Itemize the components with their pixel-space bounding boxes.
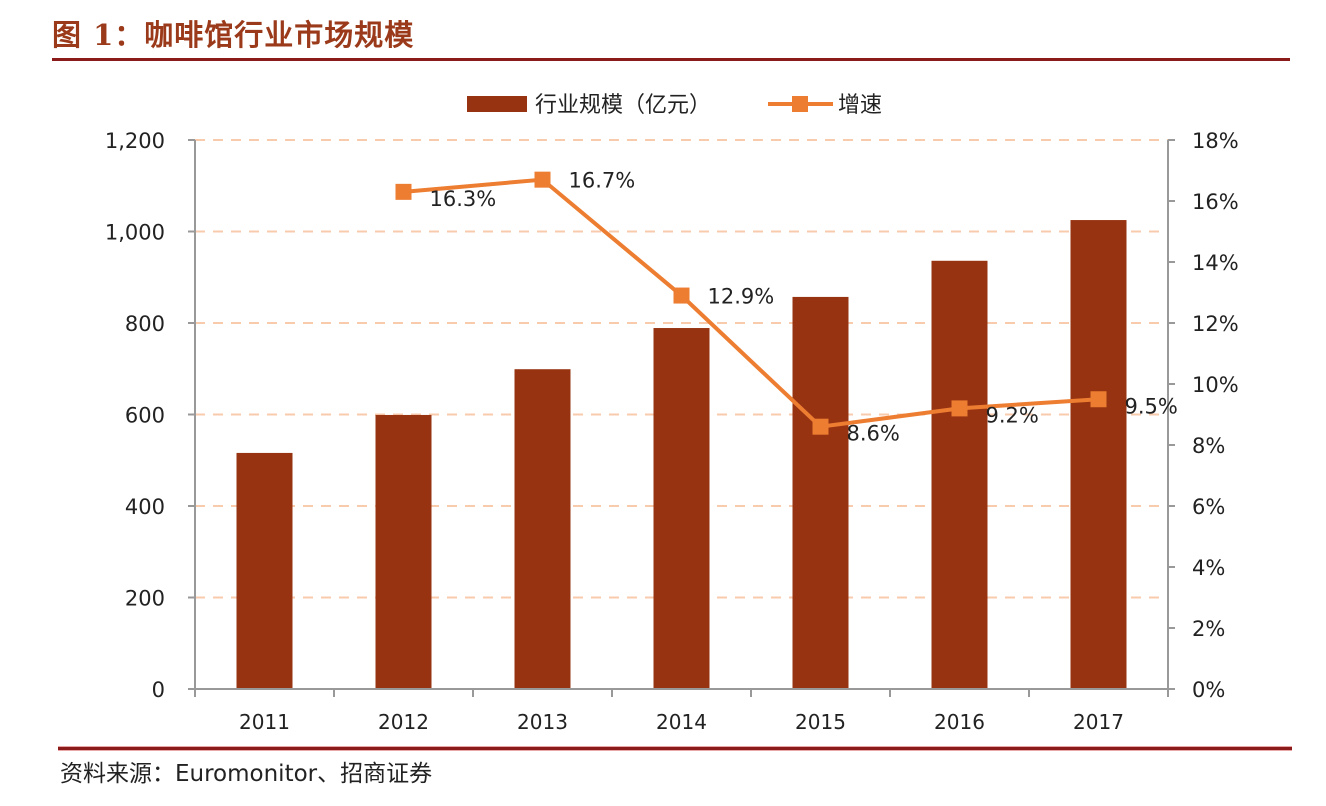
y-right-tick-label: 16% (1192, 190, 1239, 214)
legend-swatch-bar (467, 96, 527, 112)
bar-2011 (236, 452, 293, 689)
y-right-tick-label: 12% (1192, 312, 1239, 336)
bar-2015 (792, 296, 849, 689)
growth-data-label: 9.5% (1125, 394, 1178, 418)
x-tick-label: 2014 (656, 710, 707, 734)
growth-line (403, 177, 1099, 429)
y-right-tick-label: 8% (1192, 434, 1225, 458)
growth-data-label: 12.9% (708, 285, 775, 309)
growth-marker-2017 (1090, 391, 1107, 408)
y-left-tick-label: 1,200 (105, 129, 165, 153)
growth-data-label: 16.3% (430, 187, 497, 211)
bar-2012 (375, 414, 432, 689)
growth-marker-2013 (534, 171, 551, 188)
growth-marker-2015 (812, 418, 829, 435)
growth-data-label: 16.7% (569, 169, 636, 193)
y-right-tick-label: 18% (1192, 129, 1239, 153)
y-right-tick-label: 10% (1192, 373, 1239, 397)
bar-series (236, 220, 1127, 689)
legend-swatch-marker (792, 96, 808, 112)
growth-marker-2012 (395, 183, 412, 200)
y-right-tick-label: 6% (1192, 495, 1225, 519)
legend-label-bar: 行业规模（亿元） (535, 93, 711, 118)
growth-data-label: 8.6% (847, 422, 900, 446)
y-left-tick-label: 400 (125, 495, 165, 519)
y-left-tick-label: 800 (125, 312, 165, 336)
legend-label-line: 增速 (838, 93, 882, 118)
y-right-tick-label: 2% (1192, 617, 1225, 641)
growth-marker-2014 (673, 287, 690, 304)
y-left-tick-label: 0 (152, 678, 165, 702)
growth-data-label: 9.2% (986, 403, 1039, 427)
line-series: 16.3% 16.7% 12.9% 8.6% 9.2% 9.5% (395, 169, 1178, 446)
x-tick-label: 2017 (1073, 710, 1124, 734)
x-tick-label: 2016 (934, 710, 985, 734)
x-tick-label: 2012 (378, 710, 429, 734)
source-rule (58, 747, 1292, 750)
bar-2013 (514, 369, 571, 689)
y-left-tick-label: 1,000 (105, 221, 165, 245)
y-right-tick-label: 4% (1192, 556, 1225, 580)
figure-title: 图 1：咖啡馆行业市场规模 (52, 18, 415, 52)
axes: 0 200 400 600 800 1,000 1,200 0% 2% 4% 6% 8% 10% 12% 1… (105, 129, 1239, 734)
y-right-tick-label: 0% (1192, 678, 1225, 702)
bar-2014 (653, 328, 710, 689)
bar-2017 (1070, 220, 1127, 689)
x-tick-label: 2011 (239, 710, 290, 734)
legend: 行业规模（亿元） 增速 (467, 93, 882, 118)
x-tick-label: 2015 (795, 710, 846, 734)
bar-2016 (931, 260, 988, 689)
y-left-tick-label: 600 (125, 404, 165, 428)
growth-marker-2016 (951, 400, 968, 417)
title-rule (52, 58, 1290, 61)
y-left-tick-label: 200 (125, 587, 165, 611)
y-right-tick-label: 14% (1192, 251, 1239, 275)
x-tick-label: 2013 (517, 710, 568, 734)
source-note: 资料来源：Euromonitor、招商证券 (60, 761, 433, 787)
